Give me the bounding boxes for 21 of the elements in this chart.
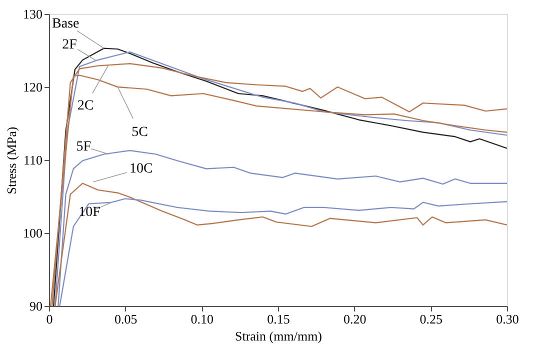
annotation: 5C <box>132 125 148 140</box>
x-tick-label: 0.05 <box>114 312 138 326</box>
y-tick-label: 130 <box>23 6 42 22</box>
y-tick-label: 120 <box>23 80 42 94</box>
annotation: 2C <box>77 98 94 114</box>
x-axis-title: Strain (mm/mm) <box>234 328 322 344</box>
y-tick-label: 100 <box>23 226 42 240</box>
x-tick-label: 0.30 <box>496 312 519 326</box>
annotation: Base <box>52 16 80 32</box>
annotation: 10C <box>130 161 153 176</box>
x-tick-label: 0.15 <box>267 312 290 326</box>
annotation: 5F <box>76 139 92 154</box>
y-tick-label: 110 <box>23 152 42 168</box>
x-tick-label: 0.10 <box>190 312 214 326</box>
annotation: 2F <box>62 37 78 52</box>
x-tick-label: 0 <box>46 312 53 326</box>
y-tick-label: 90 <box>30 298 42 314</box>
annotation: 10F <box>78 204 101 220</box>
x-tick-label: 0.25 <box>420 312 443 326</box>
x-tick-label: 0.20 <box>343 312 366 326</box>
y-axis-title: Stress (MPa) <box>4 126 19 194</box>
